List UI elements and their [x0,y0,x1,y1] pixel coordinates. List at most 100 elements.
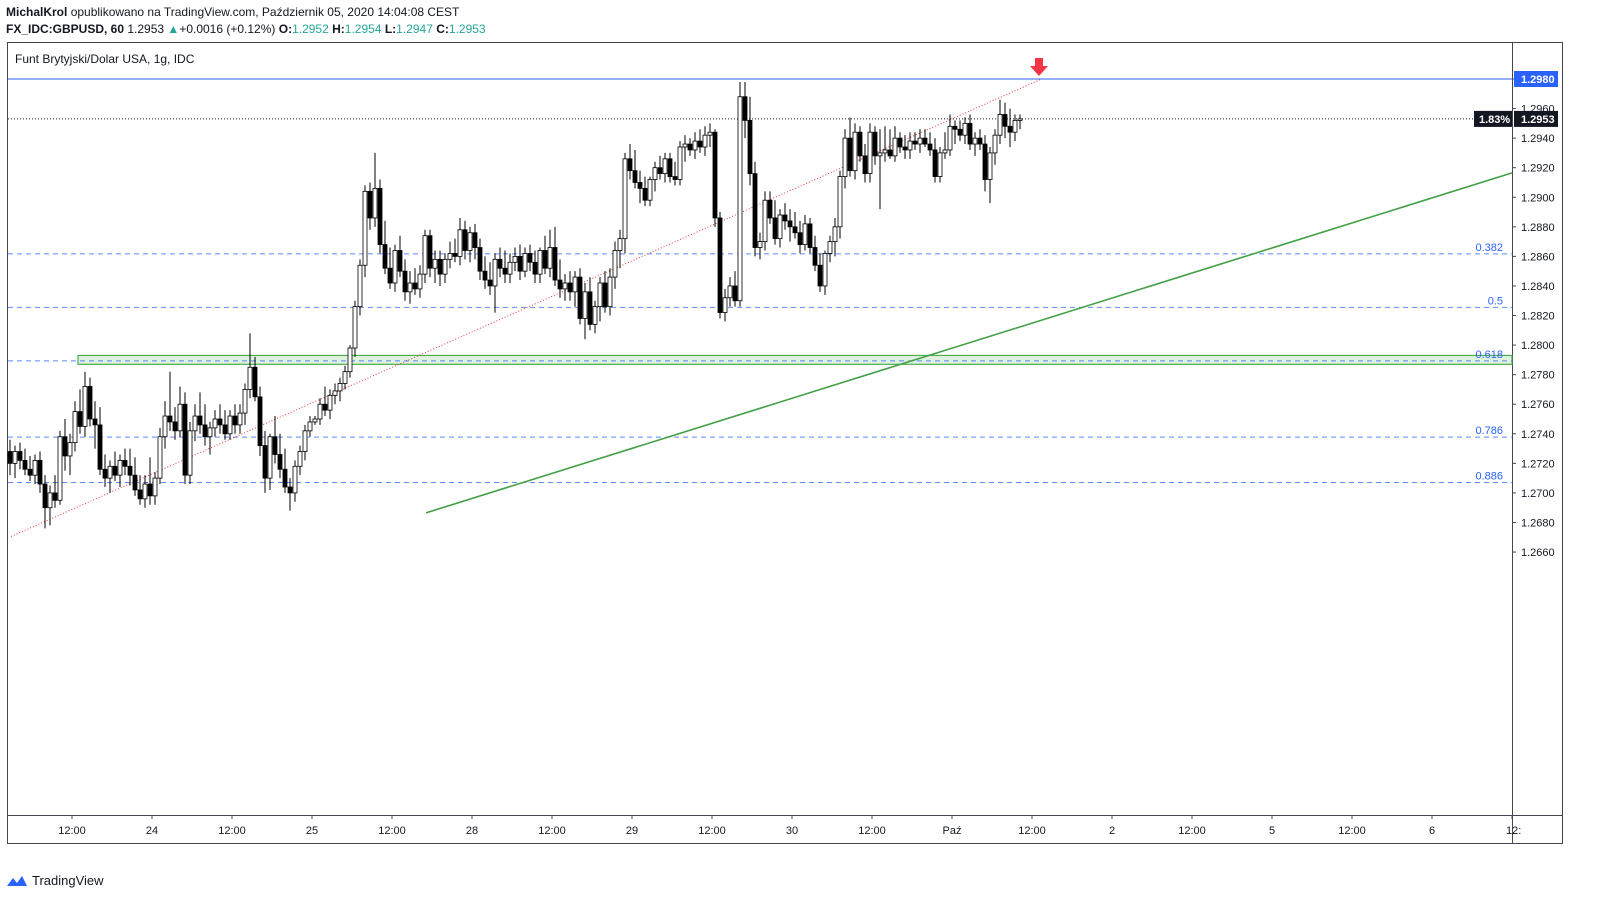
candle [487,262,493,295]
candle-body [897,137,903,148]
candle [37,451,43,493]
candle [562,274,568,301]
candle [442,253,448,283]
candle [802,214,808,251]
candle-body [487,279,493,287]
candle-body [602,282,608,308]
candle [517,244,523,281]
candle-body [67,442,73,457]
candle [367,182,373,230]
candle-body [277,454,283,470]
candle-body [862,155,868,175]
candle [777,209,783,248]
candle [102,454,108,487]
time-tick-label: 5 [1269,825,1275,837]
candle [27,455,33,482]
candle-body [357,264,363,308]
tradingview-footer[interactable]: TradingView [6,873,104,888]
candle [912,132,918,150]
candle [797,220,803,254]
close-value: 1.2953 [448,22,486,36]
candle-body [207,427,213,438]
candle [952,120,958,145]
candle-body [157,436,163,479]
low-label: L: [384,22,397,36]
candle-body [417,273,423,290]
candle [97,407,103,476]
candle [702,126,708,156]
candle [447,241,453,269]
candle [677,141,683,186]
time-tick-label: 12:00 [858,825,886,837]
candle [427,229,433,278]
candle-body [222,424,228,435]
candle-body [767,199,773,219]
candle [432,250,438,283]
candle [862,144,868,183]
candle-body [942,149,948,154]
candle-body [322,403,328,411]
candle [122,448,128,476]
candle [57,430,63,505]
candle-body [297,451,303,467]
candle [22,448,28,476]
candle-body [987,152,993,180]
candle-body [742,96,748,121]
candle [787,209,793,242]
candle [832,217,838,257]
axes: 1.2660 1.2680 1.2700 1.2720 1.2740 1.2760 1.27… [58,71,1558,837]
candle-body [427,235,433,269]
candle-body [557,279,563,290]
candle [452,238,458,263]
candle [82,371,88,437]
candle-body [347,347,353,373]
candle [32,454,38,485]
candle [877,129,883,210]
candle-body [697,140,703,148]
candle [357,259,363,316]
candle-body [257,396,263,447]
candle [482,256,488,289]
candle-body [757,241,763,248]
candle [747,96,753,186]
candle-body [362,190,368,266]
brand-name: TradingView [32,873,104,888]
candle-body [72,411,78,444]
candle-body [117,459,123,476]
candle [422,229,428,283]
candle-body [397,250,403,272]
candle [1002,102,1008,139]
high-label: H: [332,22,345,36]
candle [582,282,588,340]
candle-body [657,167,663,175]
candle [842,129,848,189]
author-name[interactable]: MichalKrol [6,5,68,19]
candle-body [992,134,998,154]
candle-body [877,152,883,157]
candle-body [537,250,543,275]
candle-body [517,255,523,272]
candle [987,146,993,204]
candle-body [587,291,593,325]
candle-body [792,226,798,234]
candle-body [647,179,653,201]
candle [892,126,898,162]
candle [362,185,368,278]
candle [67,433,73,476]
candle-body [627,158,633,172]
candle-body [532,261,538,275]
candle [767,191,773,224]
candle [282,448,288,493]
candle [197,392,203,434]
candle [372,152,378,227]
candle [917,129,923,153]
fib-level-label: 0.618 [1475,349,1503,361]
candle [267,433,273,490]
candle [757,232,763,260]
candle-body [267,436,273,479]
candle-body [822,253,828,287]
candle [247,333,253,399]
candle-body [337,383,343,392]
candle-body [1012,119,1018,133]
